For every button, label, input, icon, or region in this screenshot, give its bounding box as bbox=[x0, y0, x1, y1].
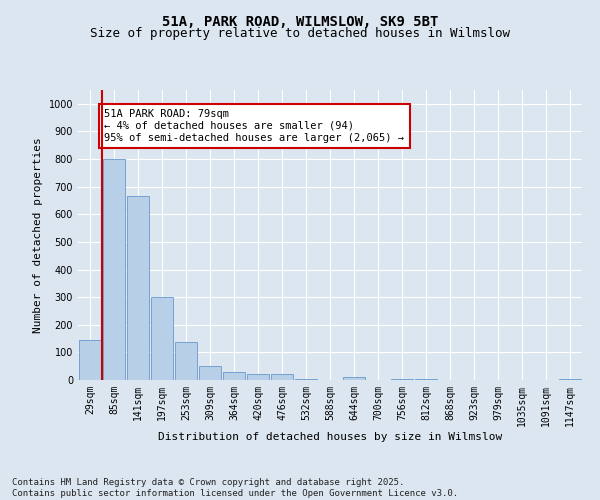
Text: Contains HM Land Registry data © Crown copyright and database right 2025.
Contai: Contains HM Land Registry data © Crown c… bbox=[12, 478, 458, 498]
Text: 51A PARK ROAD: 79sqm
← 4% of detached houses are smaller (94)
95% of semi-detach: 51A PARK ROAD: 79sqm ← 4% of detached ho… bbox=[104, 110, 404, 142]
Bar bbox=[175, 342, 197, 380]
Bar bbox=[247, 374, 269, 380]
Text: Size of property relative to detached houses in Wilmslow: Size of property relative to detached ho… bbox=[90, 28, 510, 40]
Bar bbox=[199, 366, 221, 380]
Bar bbox=[223, 372, 245, 380]
Bar bbox=[415, 378, 437, 380]
Bar bbox=[271, 374, 293, 380]
Y-axis label: Number of detached properties: Number of detached properties bbox=[33, 137, 43, 333]
Bar bbox=[151, 297, 173, 380]
Bar bbox=[79, 340, 101, 380]
Bar bbox=[391, 378, 413, 380]
X-axis label: Distribution of detached houses by size in Wilmslow: Distribution of detached houses by size … bbox=[158, 432, 502, 442]
Bar bbox=[103, 159, 125, 380]
Bar bbox=[127, 196, 149, 380]
Bar bbox=[559, 378, 581, 380]
Text: 51A, PARK ROAD, WILMSLOW, SK9 5BT: 51A, PARK ROAD, WILMSLOW, SK9 5BT bbox=[162, 15, 438, 29]
Bar bbox=[343, 377, 365, 380]
Bar bbox=[295, 378, 317, 380]
